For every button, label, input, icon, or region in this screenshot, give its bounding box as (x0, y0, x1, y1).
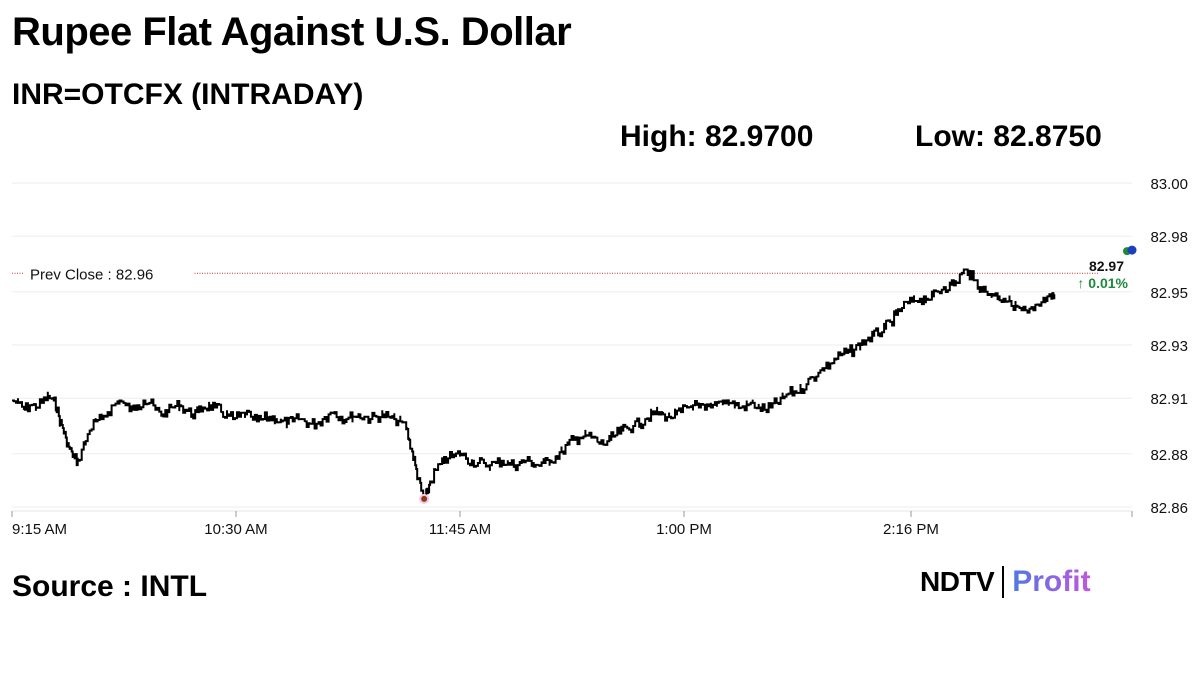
y-tick-label: 82.91 (1150, 391, 1188, 408)
x-tick-label: 11:45 AM (429, 521, 491, 538)
x-tick-label: 10:30 AM (204, 521, 267, 538)
x-tick-label: 1:00 PM (656, 521, 712, 538)
prev-close-label-bg (24, 263, 194, 284)
high-value: High: 82.9700 (620, 120, 814, 153)
chart-title: Rupee Flat Against U.S. Dollar (12, 10, 572, 54)
chart-subtitle: INR=OTCFX (INTRADAY) (12, 78, 364, 111)
x-axis-ticks: 9:15 AM 10:30 AM 11:45 AM 1:00 PM 2:16 PM (11, 511, 1133, 538)
y-tick-label: 83.00 (1150, 176, 1188, 193)
last-value-label: 82.97 (1089, 258, 1124, 274)
series-line (12, 268, 1056, 500)
last-change-label: ↑ 0.01% (1077, 275, 1128, 291)
x-tick-label: 2:16 PM (883, 521, 939, 538)
y-tick-label: 82.86 (1150, 500, 1188, 517)
brand-profit: Profit (1012, 565, 1091, 598)
brand-separator (1002, 566, 1005, 598)
low-value: Low: 82.8750 (915, 120, 1102, 153)
brand-ndtv: NDTV (920, 566, 995, 597)
source-label: Source : INTL (12, 570, 208, 603)
low-point-marker (419, 493, 430, 504)
y-tick-label: 82.88 (1150, 447, 1188, 464)
y-tick-label: 82.93 (1150, 338, 1188, 355)
y-grid (12, 182, 1132, 508)
brand-logo: NDTV Profit (920, 562, 1091, 602)
prev-close-label: Prev Close : 82.96 (30, 266, 153, 283)
y-tick-label: 82.95 (1150, 285, 1188, 302)
last-point-marker-blue (1127, 245, 1137, 255)
x-tick-label: 9:15 AM (12, 521, 67, 538)
y-axis-tick-labels: 83.00 82.98 82.95 82.93 82.91 82.88 82.86 (1150, 176, 1188, 517)
y-tick-label: 82.98 (1150, 229, 1188, 246)
